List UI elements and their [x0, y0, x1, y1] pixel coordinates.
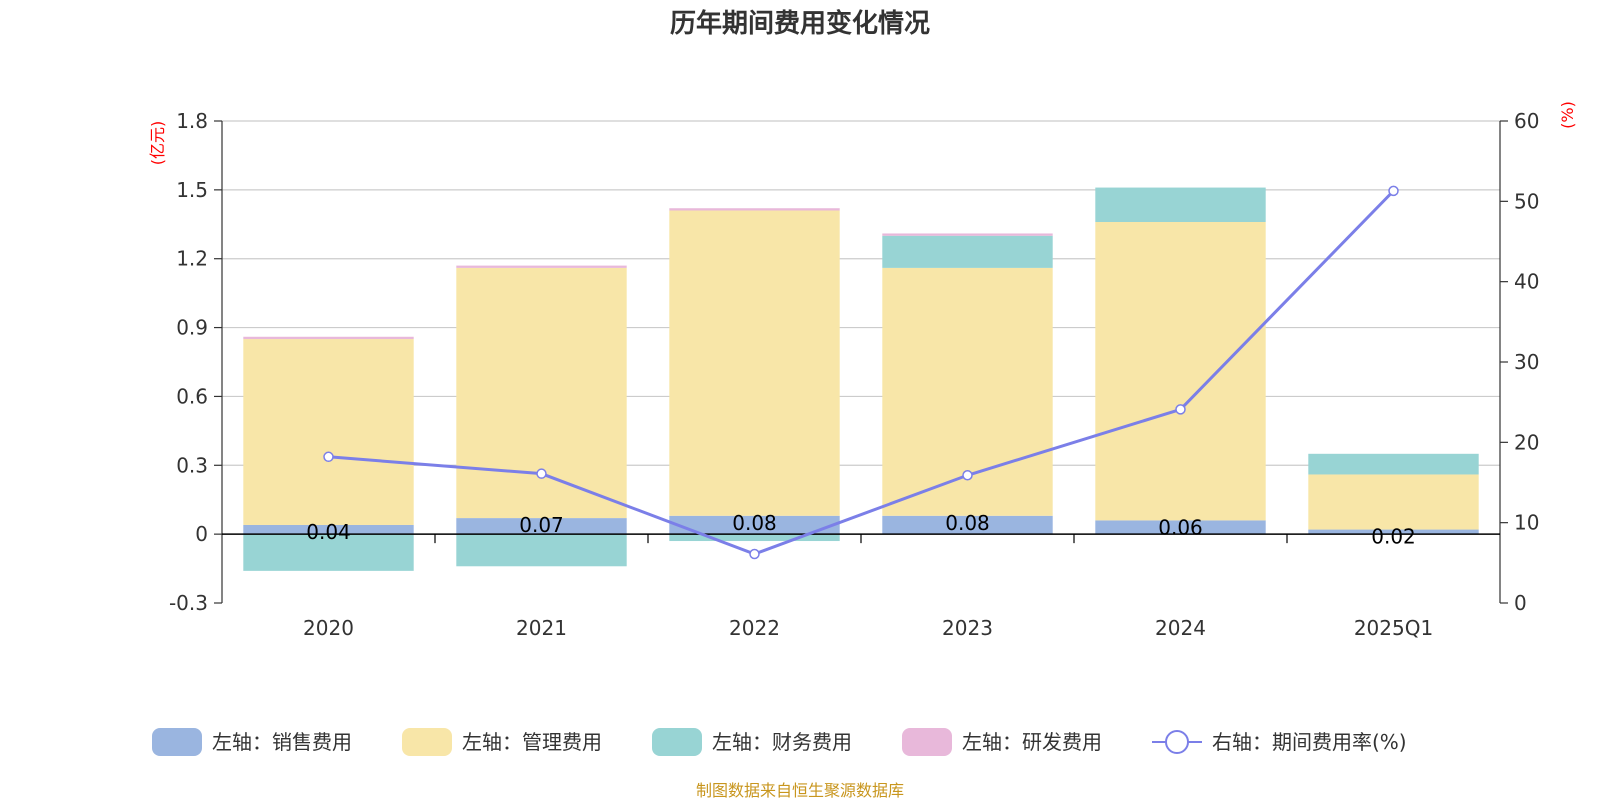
rate-point: [536, 468, 547, 479]
left-tick-label: 0.3: [176, 453, 208, 477]
left-tick-label: 1.5: [176, 178, 208, 202]
data-label: 0.06: [1158, 515, 1203, 539]
bar-segment: [1095, 520, 1266, 535]
bar-segment: [243, 534, 414, 571]
category-label: 2023: [942, 616, 993, 640]
data-label: 0.04: [306, 520, 351, 544]
right-tick-label: 20: [1514, 430, 1539, 454]
source-note: 制图数据来自恒生聚源数据库: [696, 781, 904, 800]
data-label: 0.02: [1371, 525, 1416, 549]
bars-layer: [243, 187, 1479, 571]
legend: 左轴：销售费用 左轴：管理费用 左轴：财务费用 左轴：研发费用 右轴：期间费用率(%): [152, 728, 1407, 756]
bar-segment: [456, 534, 627, 567]
rate-point: [1175, 404, 1186, 415]
legend-item: 右轴：期间费用率(%): [1152, 730, 1407, 754]
legend-swatch: [902, 728, 952, 756]
bar-segment: [456, 518, 627, 535]
legend-circle-icon: [1165, 730, 1189, 754]
bar-segment: [882, 235, 1053, 268]
bar-segment: [1308, 474, 1479, 530]
bar-segment: [669, 515, 840, 535]
data-labels-layer: 0.04 0.07 0.08 0.08 0.06 0.02: [306, 511, 1416, 549]
legend-item: 左轴：研发费用: [902, 728, 1102, 756]
bar-segment: [882, 233, 1053, 236]
right-tick-label: 60: [1514, 109, 1539, 133]
left-tick-label: -0.3: [169, 591, 208, 615]
bar-segment: [1095, 187, 1266, 222]
bar-segment: [243, 336, 414, 340]
legend-swatch: [402, 728, 452, 756]
bar-segment: [243, 524, 414, 535]
rate-point: [749, 548, 760, 560]
right-tick-label: 10: [1514, 511, 1539, 535]
bar-segment: [669, 534, 840, 542]
bar-segment: [456, 265, 627, 268]
category-label: 2021: [516, 616, 567, 640]
legend-item: 左轴：管理费用: [402, 728, 602, 756]
left-tick-label: 1.8: [176, 109, 208, 133]
right-tick-label: 0: [1514, 591, 1527, 615]
bar-segment: [882, 515, 1053, 535]
bar-segment: [1095, 221, 1266, 521]
left-tick-label: 0.6: [176, 384, 208, 408]
data-label: 0.08: [732, 511, 777, 535]
legend-label: 左轴：财务费用: [712, 730, 852, 754]
axes-layer: -0.3 0 0.3 0.6 0.9 1.2 1.5 1.8 0 10 20 30 40 50 60 2020…: [169, 109, 1539, 640]
right-axis-unit: (%): [1558, 101, 1577, 129]
right-tick-label: 30: [1514, 350, 1539, 374]
rate-line: [328, 189, 1395, 556]
legend-label: 右轴：期间费用率(%): [1212, 730, 1407, 754]
left-tick-label: 1.2: [176, 247, 208, 271]
left-axis-unit: (亿元): [148, 121, 167, 166]
bar-segment: [243, 339, 414, 525]
bar-segment: [669, 210, 840, 516]
legend-label: 左轴：管理费用: [462, 730, 602, 754]
bar-segment: [456, 267, 627, 519]
category-label: 2022: [729, 616, 780, 640]
legend-label: 左轴：研发费用: [962, 730, 1102, 754]
left-tick-label: 0: [195, 522, 208, 546]
data-label: 0.07: [519, 513, 564, 537]
right-tick-label: 50: [1514, 189, 1539, 213]
left-tick-label: 0.9: [176, 316, 208, 340]
bar-segment: [1308, 529, 1479, 535]
bar-segment: [1308, 453, 1479, 475]
rate-point: [962, 470, 973, 481]
legend-label: 左轴：销售费用: [212, 730, 352, 754]
chart-title: 历年期间费用变化情况: [670, 8, 930, 39]
rate-point: [323, 451, 334, 463]
bar-segment: [669, 208, 840, 211]
grid-lines: [222, 120, 1500, 466]
rate-point: [1388, 185, 1399, 197]
right-tick-label: 40: [1514, 270, 1539, 294]
data-label: 0.08: [945, 511, 990, 535]
category-label: 2024: [1155, 616, 1206, 640]
legend-swatch: [652, 728, 702, 756]
legend-item: 左轴：销售费用: [152, 728, 352, 756]
legend-item: 左轴：财务费用: [652, 728, 852, 756]
rate-line-layer: [323, 185, 1399, 560]
category-label: 2020: [303, 616, 354, 640]
category-label: 2025Q1: [1354, 616, 1433, 640]
legend-swatch: [152, 728, 202, 756]
